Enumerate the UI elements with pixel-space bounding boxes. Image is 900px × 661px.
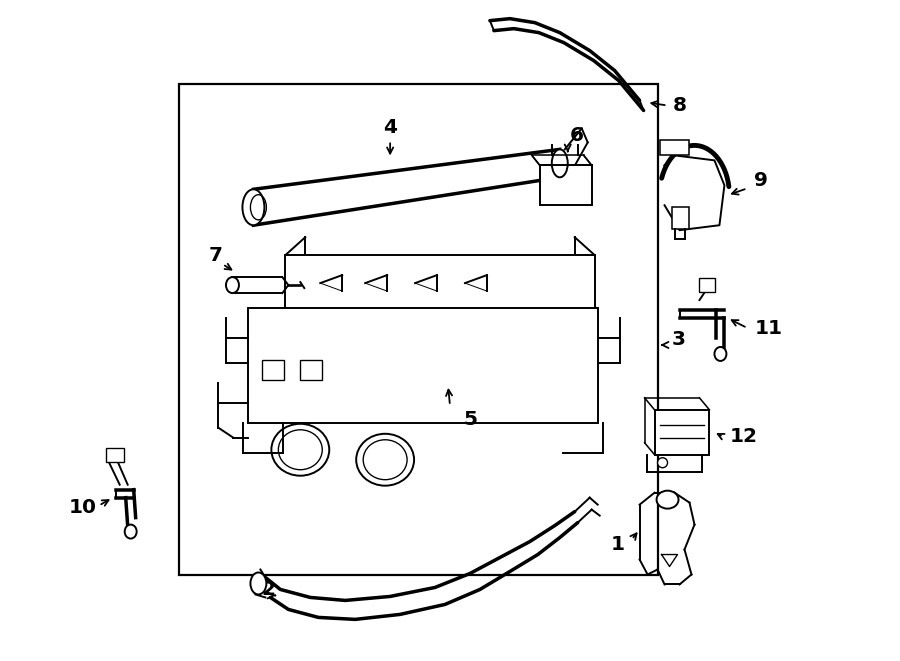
Bar	[178, 83, 658, 576]
Text: 12: 12	[729, 427, 758, 446]
Text: 4: 4	[383, 118, 397, 137]
Circle shape	[658, 457, 668, 468]
Bar	[660, 140, 689, 155]
Text: 9: 9	[754, 171, 769, 190]
Ellipse shape	[226, 277, 239, 293]
Text: 10: 10	[68, 498, 97, 517]
Text: 7: 7	[209, 246, 222, 264]
Bar	[285, 255, 595, 310]
Bar	[105, 447, 123, 462]
Bar	[301, 360, 322, 380]
Text: 1: 1	[610, 535, 625, 554]
Ellipse shape	[715, 347, 726, 361]
Bar	[699, 278, 716, 292]
Ellipse shape	[125, 525, 137, 539]
Text: 3: 3	[671, 330, 686, 350]
Text: 8: 8	[672, 96, 687, 115]
Polygon shape	[664, 155, 725, 230]
Ellipse shape	[356, 434, 414, 486]
Ellipse shape	[272, 424, 329, 476]
Bar	[671, 208, 689, 229]
Ellipse shape	[552, 149, 568, 177]
Bar	[654, 410, 709, 455]
Text: 11: 11	[754, 319, 782, 338]
Bar	[540, 165, 591, 206]
Text: 6: 6	[570, 126, 584, 145]
Text: 5: 5	[463, 410, 477, 429]
Ellipse shape	[250, 572, 266, 594]
Ellipse shape	[657, 490, 679, 508]
Bar	[263, 360, 284, 380]
Polygon shape	[662, 555, 678, 566]
Ellipse shape	[242, 189, 265, 225]
Text: 2: 2	[261, 580, 275, 599]
Bar	[248, 308, 598, 423]
